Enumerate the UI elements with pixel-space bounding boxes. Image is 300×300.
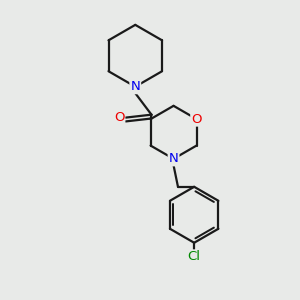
Text: N: N: [169, 152, 178, 165]
Text: O: O: [191, 112, 202, 126]
Text: N: N: [130, 80, 140, 93]
Text: O: O: [114, 111, 124, 124]
Text: Cl: Cl: [188, 250, 201, 263]
